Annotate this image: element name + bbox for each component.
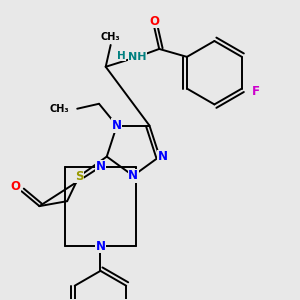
Text: N: N	[95, 240, 106, 253]
Text: CH₃: CH₃	[50, 104, 69, 114]
Text: N: N	[158, 150, 167, 163]
Text: O: O	[149, 15, 159, 28]
Text: N: N	[112, 119, 122, 132]
Text: N: N	[95, 160, 106, 173]
Text: NH: NH	[128, 52, 147, 62]
Text: CH₃: CH₃	[101, 32, 121, 42]
Text: S: S	[75, 170, 83, 183]
Text: N: N	[128, 169, 138, 182]
Text: F: F	[252, 85, 260, 98]
Text: O: O	[11, 180, 21, 193]
Text: H: H	[117, 51, 126, 61]
